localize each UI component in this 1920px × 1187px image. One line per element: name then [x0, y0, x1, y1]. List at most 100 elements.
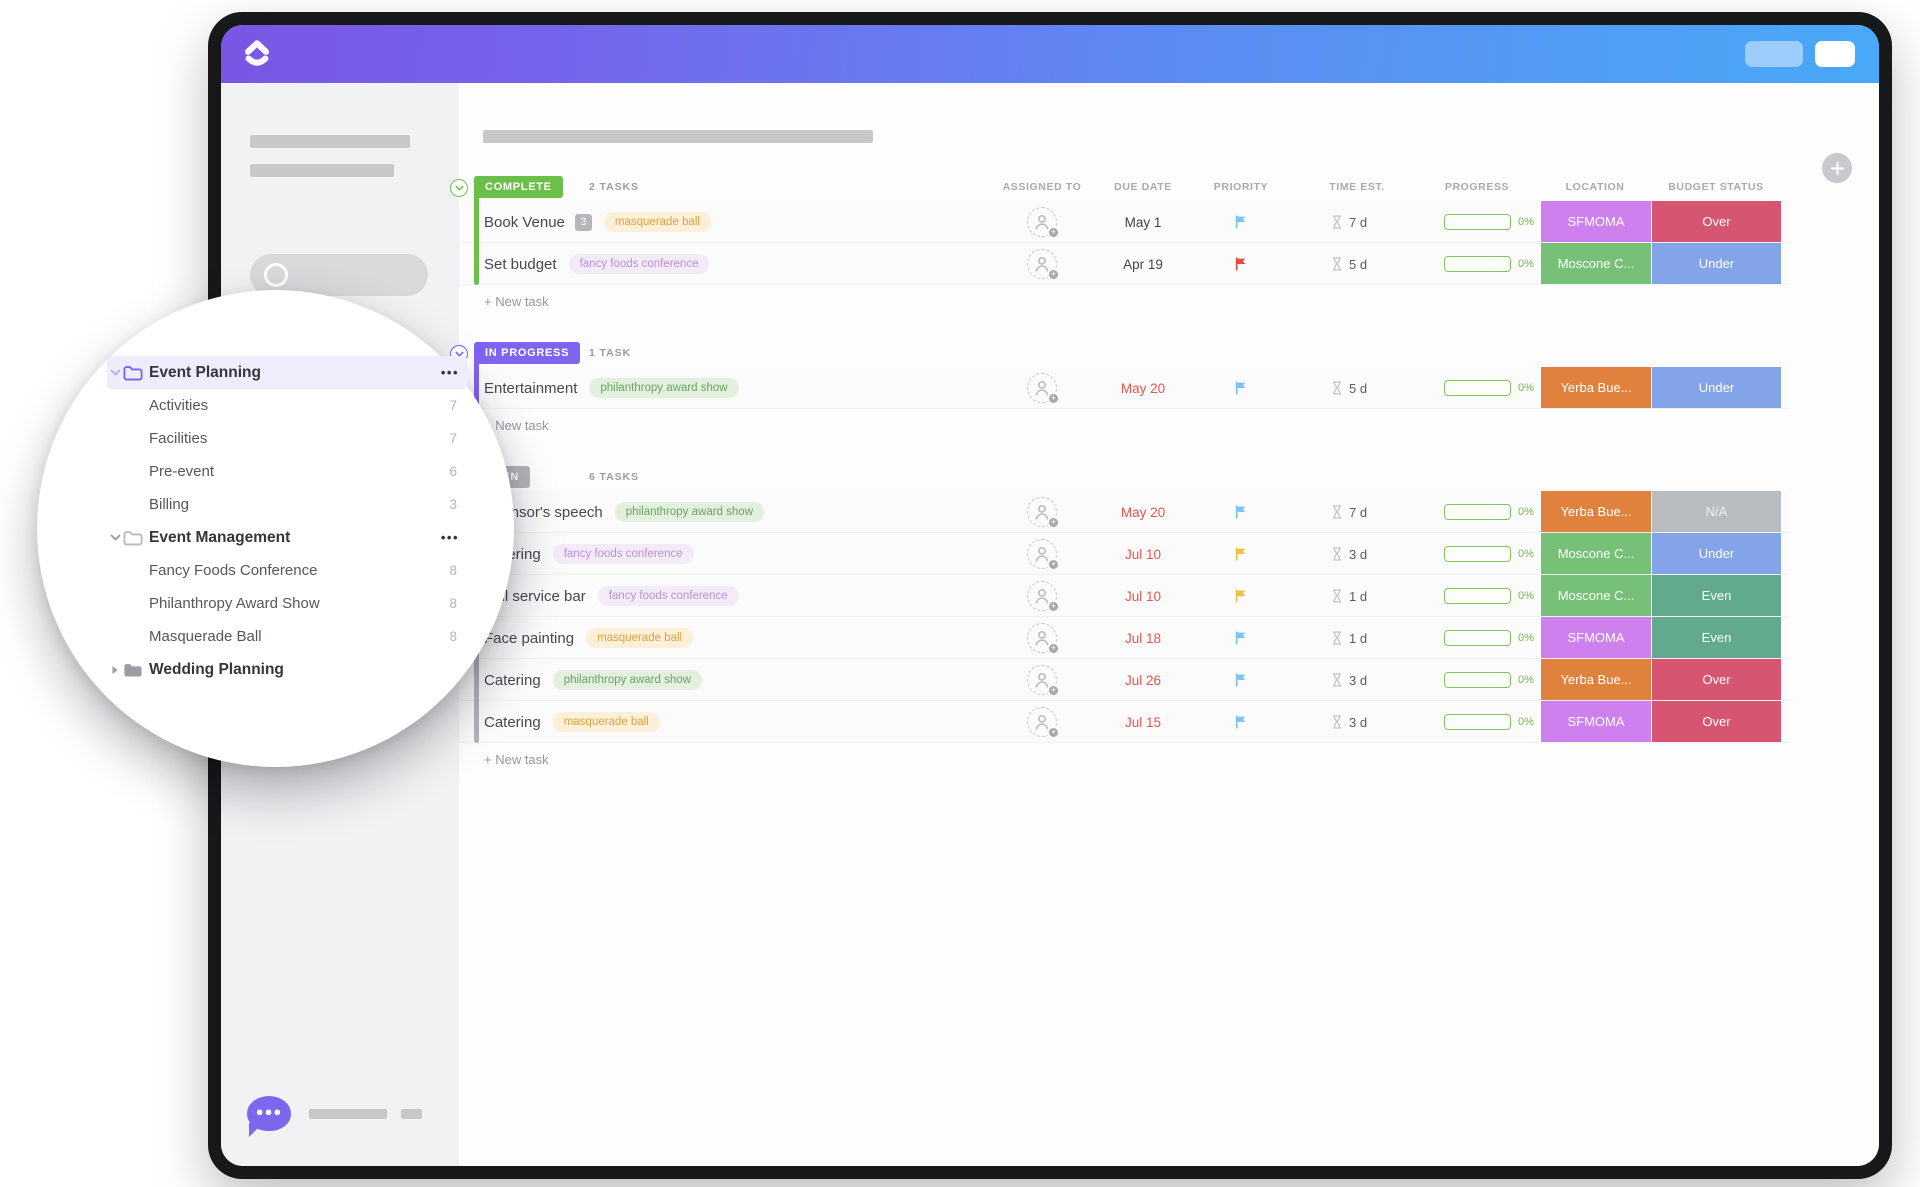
- sidebar-item-event-planning[interactable]: Event Planning •••: [107, 356, 467, 389]
- priority-flag-icon[interactable]: [1235, 701, 1248, 743]
- add-assignee-button[interactable]: +: [1027, 623, 1060, 655]
- add-assignee-button[interactable]: +: [1027, 249, 1060, 281]
- add-assignee-button[interactable]: +: [1027, 707, 1060, 739]
- due-date[interactable]: Jul 10: [1124, 546, 1162, 562]
- location-cell[interactable]: Moscone C...: [1541, 575, 1651, 616]
- time-estimate[interactable]: 7 d: [1332, 491, 1367, 533]
- budget-status-cell[interactable]: Under: [1652, 367, 1781, 408]
- sidebar-item-wedding-planning[interactable]: Wedding Planning: [107, 653, 467, 686]
- budget-status-cell[interactable]: Over: [1652, 659, 1781, 700]
- due-date[interactable]: May 20: [1120, 380, 1166, 396]
- group-collapse-toggle[interactable]: [450, 179, 468, 197]
- budget-status-cell[interactable]: Under: [1652, 533, 1781, 574]
- due-date[interactable]: Jul 26: [1124, 672, 1162, 688]
- due-date[interactable]: Jul 15: [1124, 714, 1162, 730]
- due-date[interactable]: Apr 19: [1123, 256, 1163, 272]
- time-estimate[interactable]: 5 d: [1332, 243, 1367, 285]
- add-assignee-button[interactable]: +: [1027, 665, 1060, 697]
- status-badge[interactable]: COMPLETE: [474, 176, 563, 198]
- task-tag[interactable]: philanthropy award show: [589, 378, 739, 398]
- sidebar-item-fancy-foods-conference[interactable]: Fancy Foods Conference 8: [107, 554, 467, 587]
- location-cell[interactable]: Yerba Bue...: [1541, 491, 1651, 532]
- new-task-button[interactable]: + New task: [484, 294, 549, 309]
- column-header-assigned-to[interactable]: ASSIGNED TO: [1002, 181, 1082, 193]
- location-cell[interactable]: Moscone C...: [1541, 243, 1651, 284]
- time-estimate[interactable]: 1 d: [1332, 575, 1367, 617]
- task-name[interactable]: Entertainment: [484, 379, 578, 397]
- priority-flag-icon[interactable]: [1235, 201, 1248, 243]
- budget-status-cell[interactable]: Even: [1652, 575, 1781, 616]
- time-estimate[interactable]: 7 d: [1332, 201, 1367, 243]
- location-cell[interactable]: SFMOMA: [1541, 201, 1651, 242]
- task-name[interactable]: Face painting: [484, 629, 575, 647]
- sidebar-item-pre-event[interactable]: Pre-event 6: [107, 455, 467, 488]
- task-tag[interactable]: masquerade ball: [552, 712, 660, 732]
- titlebar-primary-button[interactable]: [1815, 41, 1855, 67]
- column-header-priority[interactable]: PRIORITY: [1213, 181, 1269, 193]
- priority-flag-icon[interactable]: [1235, 367, 1248, 409]
- column-header-location[interactable]: LOCATION: [1565, 181, 1625, 193]
- add-assignee-button[interactable]: +: [1027, 497, 1060, 529]
- time-estimate[interactable]: 3 d: [1332, 701, 1367, 743]
- new-task-button[interactable]: + New task: [484, 418, 549, 433]
- column-header-time-est-[interactable]: TIME EST.: [1329, 181, 1385, 193]
- budget-status-cell[interactable]: Under: [1652, 243, 1781, 284]
- priority-flag-icon[interactable]: [1235, 659, 1248, 701]
- budget-status-cell[interactable]: Over: [1652, 701, 1781, 742]
- time-estimate[interactable]: 5 d: [1332, 367, 1367, 409]
- task-name[interactable]: Set budget: [484, 255, 557, 273]
- time-estimate[interactable]: 3 d: [1332, 659, 1367, 701]
- add-assignee-button[interactable]: +: [1027, 581, 1060, 613]
- task-name[interactable]: Full service bar: [484, 587, 586, 605]
- chevron-down-icon[interactable]: [107, 521, 123, 554]
- titlebar-secondary-button[interactable]: [1745, 41, 1803, 67]
- location-cell[interactable]: Moscone C...: [1541, 533, 1651, 574]
- sidebar-item-masquerade-ball[interactable]: Masquerade Ball 8: [107, 620, 467, 653]
- task-tag[interactable]: fancy foods conference: [568, 254, 710, 274]
- chat-bubble-icon[interactable]: ●●●: [247, 1096, 291, 1137]
- location-cell[interactable]: Yerba Bue...: [1541, 659, 1651, 700]
- due-date[interactable]: Jul 10: [1124, 588, 1162, 604]
- time-estimate[interactable]: 1 d: [1332, 617, 1367, 659]
- task-name[interactable]: Catering: [484, 713, 541, 731]
- priority-flag-icon[interactable]: [1235, 617, 1248, 659]
- sidebar-item-billing[interactable]: Billing 3: [107, 488, 467, 521]
- column-header-progress[interactable]: PROGRESS: [1444, 181, 1510, 193]
- task-tag[interactable]: fancy foods conference: [597, 586, 739, 606]
- sidebar-item-philanthropy-award-show[interactable]: Philanthropy Award Show 8: [107, 587, 467, 620]
- budget-status-cell[interactable]: Over: [1652, 201, 1781, 242]
- due-date[interactable]: May 1: [1124, 214, 1162, 230]
- column-header-due-date[interactable]: DUE DATE: [1114, 181, 1172, 193]
- budget-status-cell[interactable]: Even: [1652, 617, 1781, 658]
- ellipsis-icon[interactable]: •••: [440, 530, 459, 545]
- task-tag[interactable]: masquerade ball: [586, 628, 694, 648]
- task-tag[interactable]: masquerade ball: [603, 212, 711, 232]
- task-tag[interactable]: philanthropy award show: [552, 670, 702, 690]
- due-date[interactable]: Jul 18: [1124, 630, 1162, 646]
- column-header-budget-status[interactable]: BUDGET STATUS: [1668, 181, 1764, 193]
- add-assignee-button[interactable]: +: [1027, 207, 1060, 239]
- time-estimate[interactable]: 3 d: [1332, 533, 1367, 575]
- chevron-right-icon[interactable]: [107, 653, 123, 686]
- priority-flag-icon[interactable]: [1235, 491, 1248, 533]
- priority-flag-icon[interactable]: [1235, 243, 1248, 285]
- task-name[interactable]: Catering: [484, 671, 541, 689]
- location-cell[interactable]: SFMOMA: [1541, 617, 1651, 658]
- sidebar-item-event-management[interactable]: Event Management •••: [107, 521, 467, 554]
- location-cell[interactable]: Yerba Bue...: [1541, 367, 1651, 408]
- budget-status-cell[interactable]: N/A: [1652, 491, 1781, 532]
- add-assignee-button[interactable]: +: [1027, 539, 1060, 571]
- priority-flag-icon[interactable]: [1235, 575, 1248, 617]
- status-badge[interactable]: IN PROGRESS: [474, 342, 581, 364]
- sidebar-item-facilities[interactable]: Facilities 7: [107, 422, 467, 455]
- ellipsis-icon[interactable]: •••: [440, 365, 459, 380]
- search-input[interactable]: [250, 254, 428, 296]
- task-name[interactable]: Book Venue: [484, 213, 565, 231]
- due-date[interactable]: May 20: [1120, 504, 1166, 520]
- task-tag[interactable]: fancy foods conference: [552, 544, 694, 564]
- add-assignee-button[interactable]: +: [1027, 373, 1060, 405]
- add-column-button[interactable]: [1822, 153, 1852, 183]
- location-cell[interactable]: SFMOMA: [1541, 701, 1651, 742]
- chevron-down-icon[interactable]: [107, 356, 123, 389]
- new-task-button[interactable]: + New task: [484, 752, 549, 767]
